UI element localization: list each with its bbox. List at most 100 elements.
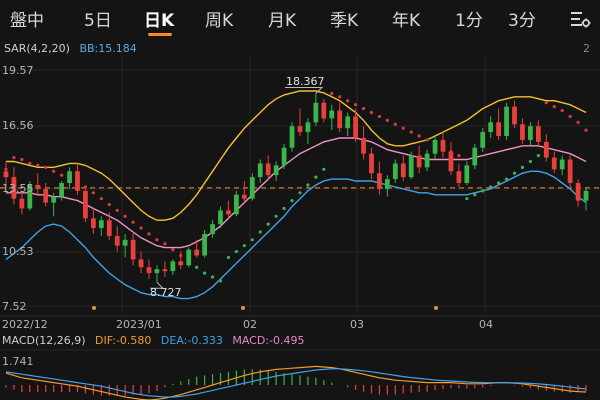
sar-dot: [353, 103, 358, 107]
tab-1min[interactable]: 1分: [455, 11, 483, 31]
candle-up: [329, 110, 335, 119]
sar-dot: [20, 157, 24, 162]
sar-dot: [520, 165, 525, 169]
candle-down: [535, 126, 541, 142]
sar-dot: [290, 199, 294, 203]
candle-up: [122, 239, 128, 246]
candle-up: [249, 177, 255, 199]
x-tick-label: 02: [243, 318, 257, 331]
candle-down: [75, 171, 80, 191]
candle-down: [448, 151, 454, 172]
sar-dot: [457, 153, 461, 158]
bb-label: BB:15.184: [79, 42, 137, 55]
sar-dot: [234, 249, 239, 254]
sar-dot: [36, 163, 40, 167]
macd-legend[interactable]: MACD(12,26,9) DIF:-0.580 DEA:-0.333 MACD…: [2, 334, 310, 347]
sar-dot: [107, 202, 111, 207]
y-tick-label: 10.53: [2, 245, 34, 258]
sar-dot: [433, 142, 437, 146]
candle-down: [440, 139, 446, 152]
candle-down: [11, 177, 17, 199]
candle-down: [19, 198, 25, 209]
sar-dot: [12, 155, 16, 160]
candle-down: [456, 171, 462, 184]
sar-dot: [552, 105, 556, 109]
sar-dot: [497, 181, 501, 185]
sar-dot: [560, 108, 564, 113]
candle-down: [114, 235, 120, 246]
candle-up: [559, 159, 565, 170]
high-leader-line: [285, 87, 324, 94]
sar-dot: [44, 165, 48, 169]
candle-down: [377, 173, 382, 189]
low-price-annotation: 8.727: [150, 286, 182, 299]
tab-yearly-k[interactable]: 年K: [392, 11, 421, 31]
sar-dot: [377, 114, 382, 119]
sar-dot: [441, 146, 445, 150]
bb-middle-line: [6, 137, 587, 249]
sar-dot: [250, 238, 254, 242]
tab-intraday[interactable]: 盤中: [10, 11, 44, 31]
candle-up: [488, 122, 494, 133]
candle-up: [345, 116, 351, 129]
candle-down: [321, 102, 327, 119]
sar-dot: [195, 265, 199, 269]
candle-up: [504, 106, 509, 137]
sar-dot: [338, 95, 342, 99]
y-tick-label: 19.57: [2, 64, 34, 77]
candle-down: [496, 122, 502, 137]
active-tab-indicator: [148, 33, 172, 36]
macd-value: MACD:-0.495: [232, 334, 305, 347]
macd-top-value: 1.741: [2, 355, 34, 368]
tab-quarterly-k[interactable]: 季K: [330, 11, 359, 31]
sar-dot: [536, 153, 540, 158]
event-marker: [241, 306, 245, 310]
candle-up: [432, 139, 438, 154]
sar-dot: [123, 214, 127, 218]
pane-index: 2: [583, 42, 590, 55]
tab-weekly-k[interactable]: 周K: [205, 11, 234, 31]
candle-down: [241, 194, 247, 199]
candle-down: [520, 124, 525, 140]
chart-settings-icon[interactable]: [568, 7, 592, 31]
candle-up: [273, 165, 279, 176]
sar-dot: [91, 191, 95, 195]
candle-up: [257, 163, 263, 178]
candle-up: [98, 220, 104, 229]
candle-up: [186, 249, 192, 266]
sar-dot: [528, 159, 533, 164]
sar-dot: [361, 106, 366, 111]
tab-monthly-k[interactable]: 月K: [268, 11, 297, 31]
candle-down: [400, 163, 406, 178]
sar-dot: [155, 238, 159, 242]
sar-dot: [489, 185, 493, 189]
candle-up: [59, 183, 64, 197]
sar-dot: [330, 91, 334, 96]
y-tick-label: 16.56: [2, 119, 34, 132]
sar-dot: [504, 177, 509, 181]
candle-down: [337, 110, 343, 129]
sar-dot: [75, 181, 80, 185]
candle-up: [289, 126, 295, 148]
indicator-legend[interactable]: SAR(4,2,20) BB:15.184: [4, 42, 137, 55]
sar-dot: [314, 175, 318, 179]
tab-daily-k[interactable]: 日K: [144, 11, 175, 31]
candle-down: [130, 239, 136, 260]
macd-dif-line: [5, 365, 587, 400]
sar-dot: [242, 244, 246, 248]
event-marker: [92, 306, 96, 310]
candle-down: [226, 210, 231, 215]
tab-5day[interactable]: 5日: [84, 11, 112, 31]
sar-dot: [584, 128, 588, 132]
sar-dot: [163, 242, 167, 246]
candle-up: [424, 153, 430, 168]
tab-3min[interactable]: 3分: [508, 11, 536, 31]
candle-up: [27, 184, 33, 209]
event-marker: [434, 306, 438, 310]
sar-dot: [449, 150, 453, 154]
candle-up: [392, 163, 398, 180]
x-tick-label: 2022/12: [2, 318, 48, 331]
candle-down: [83, 190, 88, 219]
sar-dot: [266, 222, 270, 226]
